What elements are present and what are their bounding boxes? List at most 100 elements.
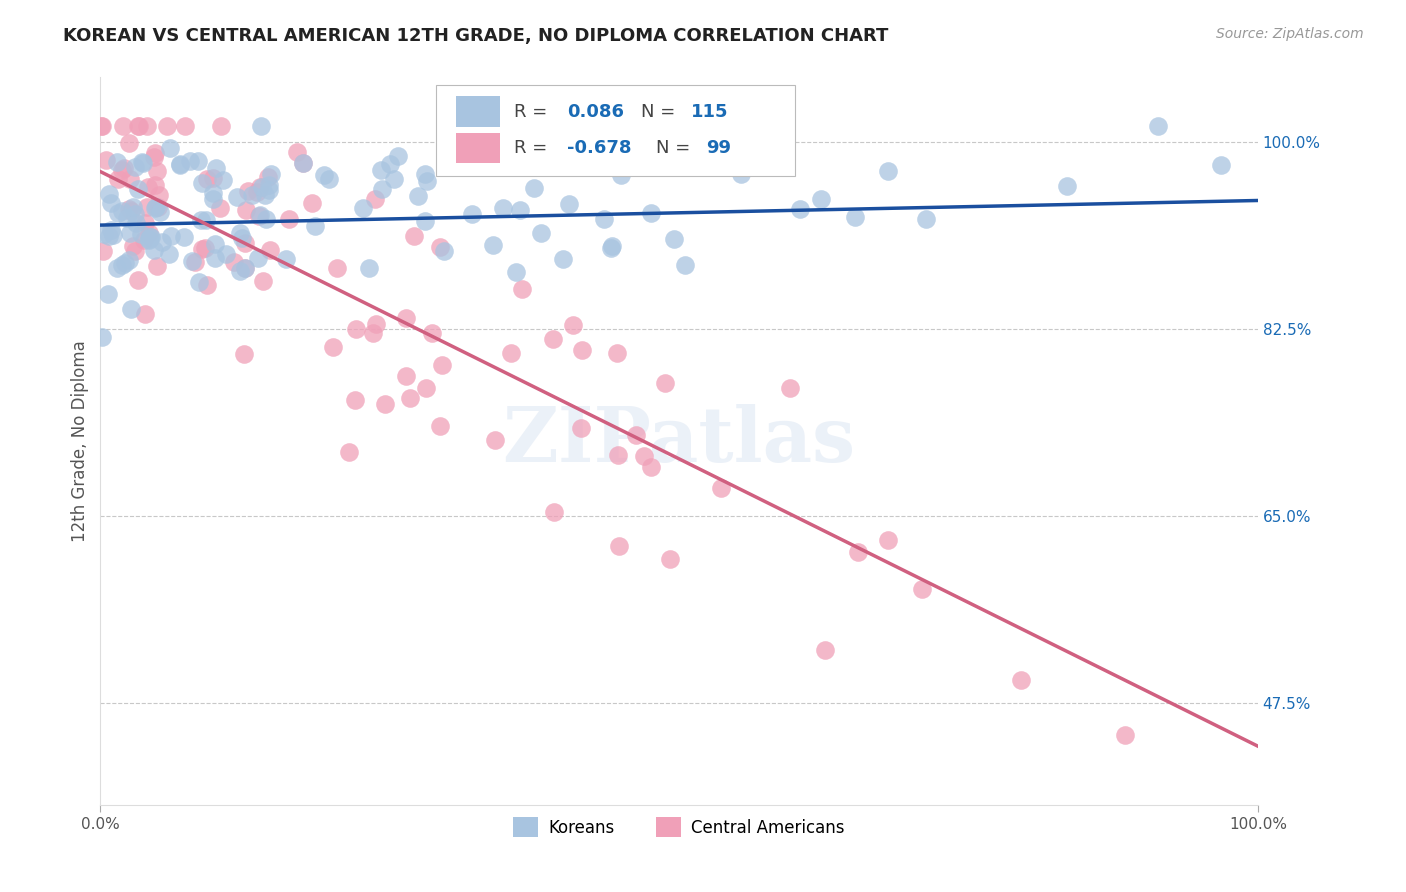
- Point: [640, 206, 662, 220]
- Point: [1147, 119, 1170, 133]
- Point: [141, 230, 163, 244]
- Point: [105, 261, 128, 276]
- Point: [274, 252, 297, 266]
- Point: [484, 433, 506, 447]
- Point: [614, 150, 637, 164]
- Point: [98, 229, 121, 244]
- Point: [107, 206, 129, 220]
- Point: [105, 155, 128, 169]
- Point: [301, 196, 323, 211]
- Point: [209, 119, 232, 133]
- Point: [231, 230, 253, 244]
- Point: [195, 277, 218, 292]
- Point: [433, 244, 456, 258]
- Point: [110, 258, 132, 272]
- Point: [710, 481, 733, 495]
- Point: [600, 239, 623, 253]
- FancyBboxPatch shape: [456, 133, 499, 163]
- Point: [215, 246, 238, 260]
- Point: [779, 381, 801, 395]
- Point: [607, 449, 630, 463]
- Text: 99: 99: [706, 139, 731, 157]
- Point: [810, 192, 832, 206]
- Point: [132, 156, 155, 170]
- Point: [136, 119, 159, 133]
- Point: [90, 119, 112, 133]
- Point: [114, 161, 136, 175]
- Point: [633, 449, 655, 463]
- Point: [233, 347, 256, 361]
- Point: [122, 201, 145, 215]
- Point: [111, 163, 134, 178]
- Point: [179, 154, 201, 169]
- Point: [543, 332, 565, 346]
- Point: [685, 154, 707, 169]
- Point: [610, 168, 633, 182]
- Point: [127, 119, 149, 133]
- Point: [510, 282, 533, 296]
- Point: [620, 119, 643, 133]
- Point: [100, 196, 122, 211]
- Point: [93, 227, 115, 241]
- Point: [352, 201, 374, 215]
- Point: [204, 161, 226, 175]
- Point: [146, 259, 169, 273]
- Y-axis label: 12th Grade, No Diploma: 12th Grade, No Diploma: [72, 341, 89, 542]
- Text: KOREAN VS CENTRAL AMERICAN 12TH GRADE, NO DIPLOMA CORRELATION CHART: KOREAN VS CENTRAL AMERICAN 12TH GRADE, N…: [63, 27, 889, 45]
- Point: [337, 444, 360, 458]
- Point: [789, 202, 811, 217]
- Point: [654, 376, 676, 390]
- Point: [136, 201, 159, 215]
- Point: [194, 212, 217, 227]
- Point: [120, 204, 142, 219]
- Point: [344, 392, 367, 407]
- Point: [658, 551, 681, 566]
- Text: -0.678: -0.678: [567, 139, 631, 157]
- Point: [94, 153, 117, 168]
- Point: [877, 533, 900, 548]
- Point: [624, 428, 647, 442]
- Point: [134, 307, 156, 321]
- Point: [543, 505, 565, 519]
- Point: [127, 273, 149, 287]
- Text: N =: N =: [657, 139, 696, 157]
- Point: [501, 346, 523, 360]
- Point: [143, 150, 166, 164]
- Point: [228, 226, 250, 240]
- Point: [398, 392, 420, 406]
- Point: [252, 274, 274, 288]
- Point: [90, 329, 112, 343]
- Point: [143, 145, 166, 160]
- Point: [233, 261, 256, 276]
- Point: [292, 156, 315, 170]
- Point: [136, 179, 159, 194]
- Point: [420, 326, 443, 340]
- Point: [132, 233, 155, 247]
- Point: [202, 186, 225, 201]
- Point: [370, 182, 392, 196]
- Point: [208, 202, 231, 216]
- Point: [124, 244, 146, 259]
- Point: [285, 145, 308, 159]
- Point: [142, 243, 165, 257]
- Point: [370, 163, 392, 178]
- Point: [551, 252, 574, 266]
- Point: [312, 168, 335, 182]
- Point: [236, 185, 259, 199]
- Point: [229, 264, 252, 278]
- Point: [491, 201, 513, 215]
- Point: [249, 180, 271, 194]
- Point: [914, 212, 936, 227]
- Point: [247, 251, 270, 265]
- Point: [138, 226, 160, 240]
- Point: [98, 186, 121, 201]
- Point: [571, 343, 593, 358]
- Point: [374, 397, 396, 411]
- Point: [157, 247, 180, 261]
- Point: [149, 204, 172, 219]
- Point: [145, 201, 167, 215]
- Text: 0.086: 0.086: [567, 103, 624, 120]
- Point: [1114, 728, 1136, 742]
- Point: [91, 244, 114, 258]
- Point: [429, 240, 451, 254]
